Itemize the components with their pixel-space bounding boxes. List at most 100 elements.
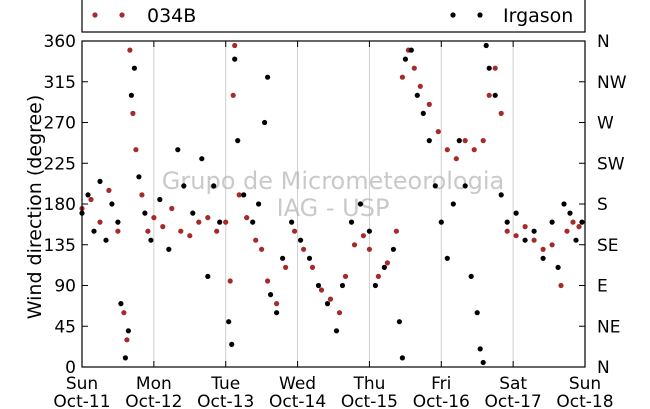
x-tick-label-day: Sat bbox=[499, 374, 527, 394]
point-irgason bbox=[125, 328, 131, 334]
legend-034b-label: 034B bbox=[147, 5, 196, 27]
legend-box bbox=[81, 0, 586, 33]
point-irgason bbox=[420, 110, 426, 116]
point-034b bbox=[97, 219, 103, 225]
point-irgason bbox=[513, 210, 519, 216]
point-034b bbox=[318, 287, 325, 293]
point-irgason bbox=[250, 219, 256, 225]
point-irgason bbox=[414, 92, 420, 98]
point-034b bbox=[336, 310, 343, 316]
point-034b bbox=[522, 224, 528, 230]
point-irgason bbox=[426, 138, 432, 144]
point-034b bbox=[384, 260, 390, 266]
point-irgason bbox=[348, 219, 355, 225]
point-irgason bbox=[390, 246, 396, 252]
point-034b bbox=[178, 228, 184, 234]
watermark-line-2: IAG - USP bbox=[277, 194, 390, 222]
point-034b bbox=[486, 92, 492, 98]
point-irgason bbox=[118, 301, 124, 307]
point-irgason bbox=[226, 319, 232, 325]
x-tick-label-date: Oct-11 bbox=[53, 392, 110, 409]
point-034b bbox=[558, 282, 564, 289]
point-irgason bbox=[289, 219, 295, 225]
x-tick-label-day: Fri bbox=[431, 374, 451, 394]
point-irgason bbox=[229, 341, 235, 347]
x-tick-label-date: Oct-18 bbox=[556, 392, 613, 409]
point-irgason bbox=[262, 119, 268, 126]
x-tick-label-day: Wed bbox=[279, 374, 316, 394]
y-right-tick-label: SW bbox=[597, 154, 625, 174]
y-tick-label: 315 bbox=[44, 73, 76, 93]
point-irgason bbox=[357, 201, 363, 207]
point-irgason bbox=[306, 255, 313, 261]
y-tick-label: 0 bbox=[65, 358, 76, 378]
point-irgason bbox=[381, 264, 387, 270]
point-irgason bbox=[298, 237, 304, 243]
point-034b bbox=[124, 337, 130, 343]
point-irgason bbox=[444, 255, 450, 261]
point-irgason bbox=[498, 192, 504, 198]
point-034b bbox=[130, 110, 136, 116]
point-irgason bbox=[268, 292, 274, 298]
x-tick-label-day: Mon bbox=[136, 374, 172, 394]
point-irgason bbox=[474, 310, 480, 316]
y-tick-label: 360 bbox=[44, 32, 76, 52]
point-034b bbox=[351, 242, 358, 248]
point-034b bbox=[133, 147, 139, 153]
point-irgason bbox=[256, 201, 262, 207]
point-irgason bbox=[265, 74, 271, 80]
point-034b bbox=[411, 65, 417, 71]
y-tick-label: 225 bbox=[44, 154, 76, 174]
point-irgason bbox=[399, 355, 405, 361]
point-irgason bbox=[432, 183, 438, 189]
points-layer bbox=[79, 42, 585, 366]
point-034b bbox=[375, 273, 381, 279]
point-034b bbox=[393, 228, 399, 234]
point-irgason bbox=[91, 228, 97, 234]
point-034b bbox=[283, 264, 289, 270]
point-irgason bbox=[531, 228, 537, 234]
point-034b bbox=[504, 228, 510, 234]
point-034b bbox=[366, 246, 372, 252]
point-irgason bbox=[522, 237, 528, 243]
x-tick-label-day: Sun bbox=[66, 374, 98, 394]
point-034b bbox=[444, 147, 450, 153]
point-irgason bbox=[85, 192, 91, 198]
point-034b bbox=[480, 138, 486, 144]
point-irgason bbox=[315, 282, 322, 289]
y-right-tick-label: NE bbox=[597, 317, 620, 337]
point-irgason bbox=[408, 47, 414, 53]
legend-irgason-marker bbox=[450, 12, 456, 18]
point-034b bbox=[259, 246, 265, 252]
point-034b bbox=[151, 215, 157, 221]
point-034b bbox=[214, 228, 220, 234]
point-034b bbox=[205, 215, 211, 221]
point-034b bbox=[342, 273, 349, 279]
point-irgason bbox=[280, 255, 286, 261]
point-irgason bbox=[235, 138, 241, 144]
point-034b bbox=[88, 196, 94, 203]
point-034b bbox=[127, 47, 133, 53]
point-034b bbox=[498, 110, 504, 116]
point-irgason bbox=[372, 282, 378, 289]
point-034b bbox=[253, 237, 259, 243]
point-034b bbox=[309, 264, 316, 270]
watermark-line-1: Grupo de Micrometeorologia bbox=[162, 167, 504, 195]
point-034b bbox=[115, 228, 121, 234]
point-irgason bbox=[142, 210, 148, 216]
point-irgason bbox=[450, 201, 456, 207]
point-034b bbox=[513, 233, 519, 239]
point-irgason bbox=[438, 219, 444, 225]
point-034b bbox=[426, 101, 432, 107]
point-irgason bbox=[166, 246, 172, 252]
point-034b bbox=[360, 233, 366, 239]
point-irgason bbox=[211, 183, 217, 189]
point-034b bbox=[549, 242, 555, 248]
point-034b bbox=[139, 192, 145, 198]
y-right-tick-label: W bbox=[597, 114, 614, 134]
point-034b bbox=[462, 138, 468, 144]
y-right-tick-label: E bbox=[597, 277, 608, 297]
point-irgason bbox=[181, 183, 187, 189]
legend-irgason-marker bbox=[477, 12, 483, 18]
point-irgason bbox=[468, 273, 474, 279]
